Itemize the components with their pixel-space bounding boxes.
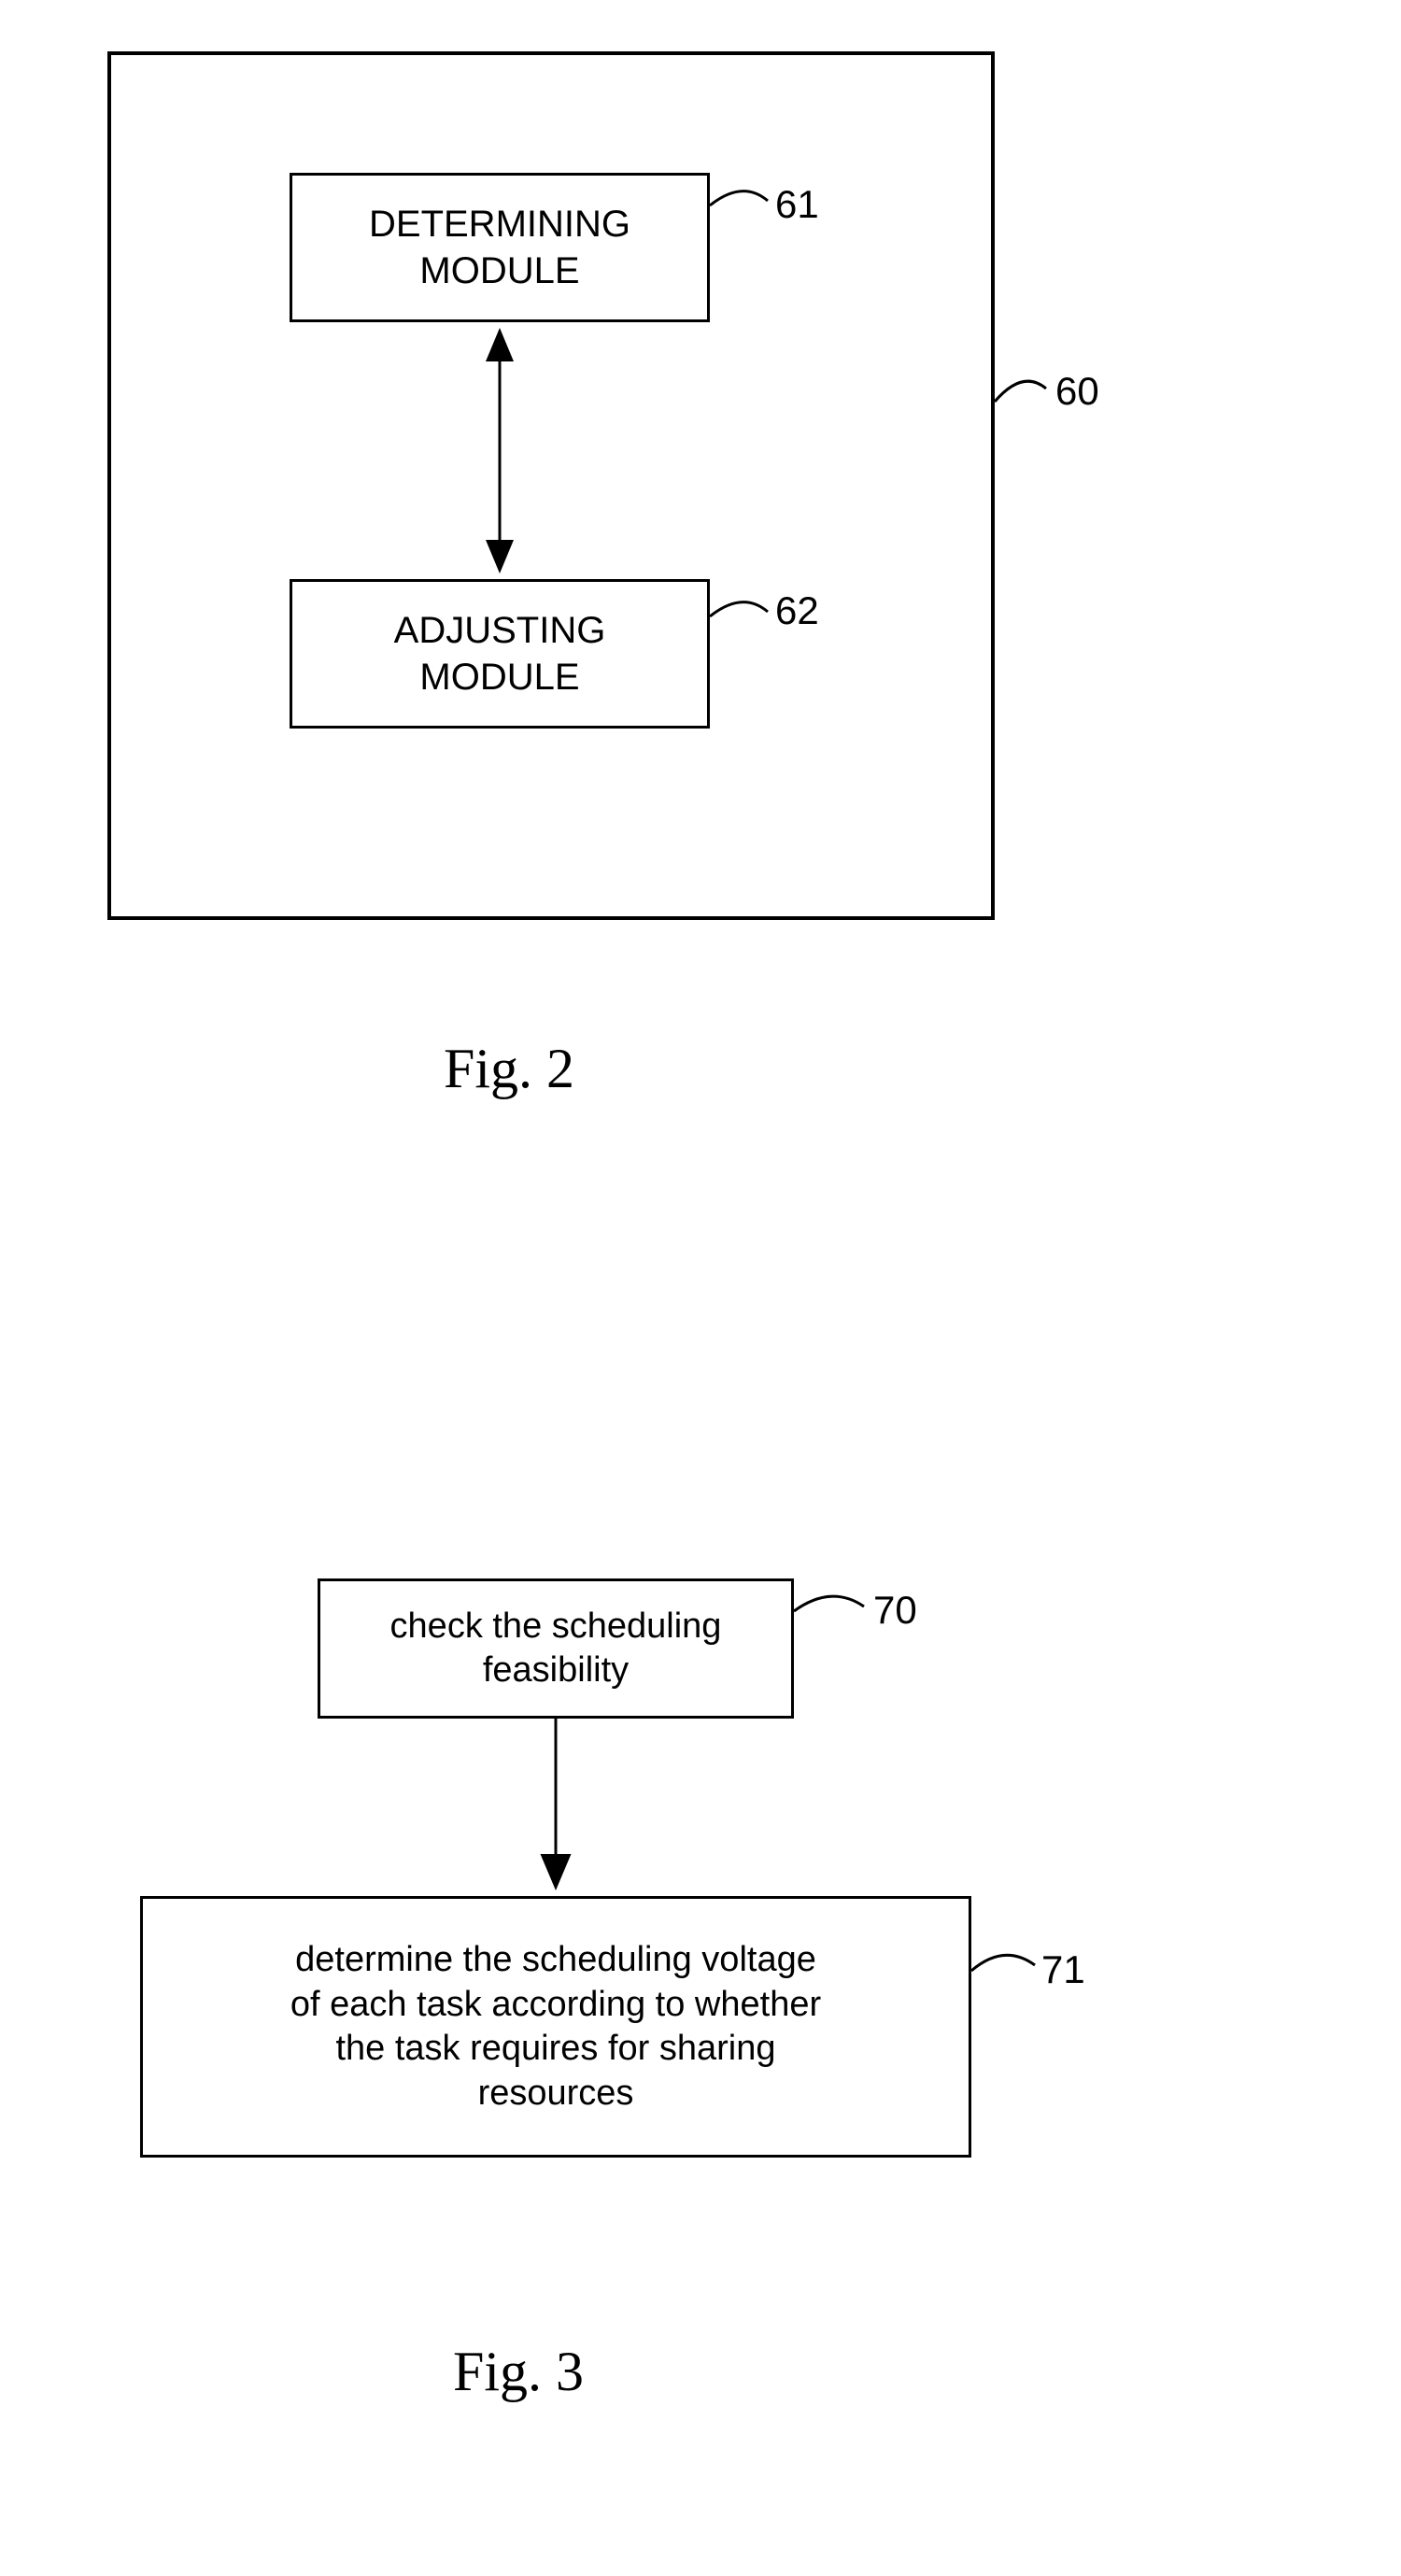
fig3-caption: Fig. 3 (453, 2340, 584, 2404)
fig3-ref-71: 71 (1041, 1947, 1085, 1992)
fig3-box1-text: check the scheduling feasibility (390, 1605, 722, 1693)
fig3-svg-overlay (0, 0, 1401, 2576)
figure-3: check the scheduling feasibility determi… (0, 0, 1401, 2576)
fig3-box2-text: determine the scheduling voltage of each… (290, 1938, 821, 2116)
fig3-determine-voltage-box: determine the scheduling voltage of each… (140, 1896, 971, 2158)
fig3-leader-70 (794, 1596, 864, 1611)
fig3-ref-70: 70 (873, 1588, 917, 1633)
fig3-leader-71 (971, 1955, 1035, 1971)
fig3-check-feasibility-box: check the scheduling feasibility (318, 1578, 794, 1719)
